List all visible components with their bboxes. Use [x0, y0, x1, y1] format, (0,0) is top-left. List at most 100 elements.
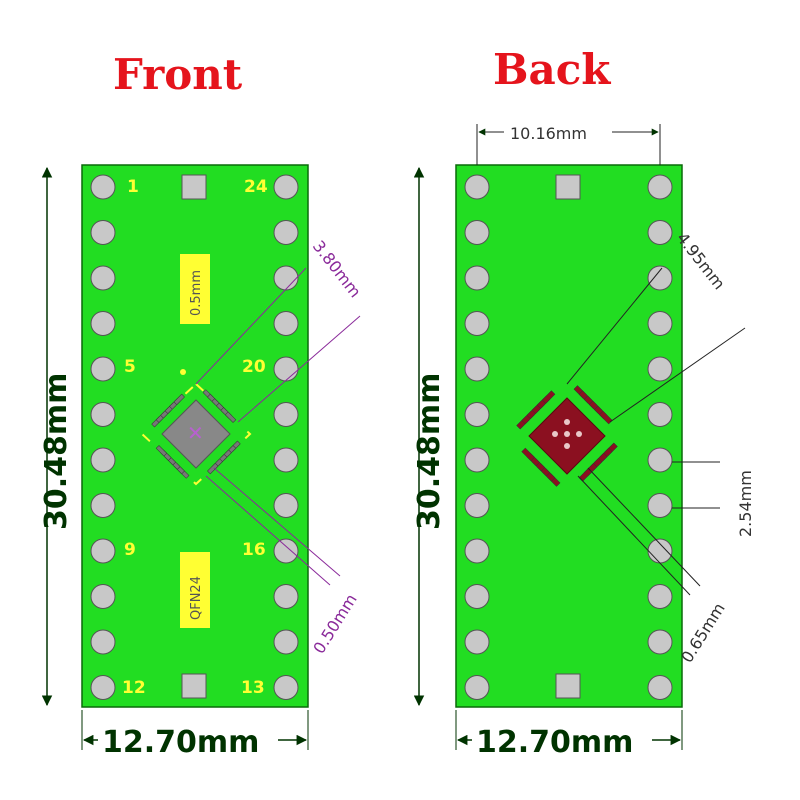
- back-qfn-pad: [521, 447, 535, 462]
- back-via: [564, 431, 570, 437]
- pin-label-24: 24: [244, 177, 268, 197]
- front-qfn-pad: [173, 393, 185, 406]
- front-pad-right: [273, 584, 299, 609]
- back-pad-left: [464, 538, 490, 564]
- back-mount-pad-bottom: [555, 673, 581, 699]
- back-dim-width: 12.70mm: [476, 725, 633, 760]
- back-pad-left: [464, 356, 490, 382]
- back-pad-right: [647, 447, 673, 473]
- back-qfn-pads: [516, 385, 618, 487]
- center-x-mark: ✕: [187, 421, 204, 445]
- pin-label-9: 9: [124, 540, 136, 560]
- front-pad-right: [273, 629, 299, 655]
- front-board: 1 24 5 20 9 16 12 13 0.5mm QFN24 ✕ 3.80m…: [81, 164, 365, 708]
- back-top-label-bg: [504, 122, 612, 142]
- front-pad-left: [90, 311, 116, 336]
- pin-label-1: 1: [127, 177, 139, 197]
- front-leader-2: [237, 315, 361, 423]
- back-pad-left: [464, 174, 490, 200]
- silkscreen-outline: [140, 382, 252, 486]
- front-pads-left: [90, 174, 116, 700]
- front-pad-left: [90, 538, 116, 564]
- pin1-dot: [180, 369, 186, 375]
- back-pad-right: [647, 174, 673, 200]
- front-dim-pad-span: 3.80mm: [309, 237, 365, 301]
- back-pad-right: [647, 584, 673, 609]
- back-leader-2: [609, 327, 746, 423]
- back-pads-left: [464, 174, 490, 700]
- front-pad-right: [273, 356, 299, 382]
- back-pad-left: [464, 584, 490, 609]
- front-qfn-pad: [155, 445, 168, 457]
- back-pad-left: [464, 629, 490, 655]
- back-width-label-bg: [472, 724, 652, 756]
- back-pad-right: [647, 356, 673, 382]
- front-pad-left: [90, 356, 116, 382]
- back-board: 4.95mm 2.54mm 0.65mm: [455, 164, 755, 708]
- back-pad-right: [647, 538, 673, 564]
- pitch-label: 0.5mm: [189, 270, 204, 316]
- back-dim-height: 30.48mm: [412, 373, 447, 530]
- front-pad-left: [90, 402, 116, 427]
- front-dim-width: 12.70mm: [102, 725, 259, 760]
- front-pad-right: [273, 402, 299, 427]
- back-pad-left: [464, 447, 490, 473]
- front-title: Front: [113, 50, 243, 99]
- front-qfn-pad: [207, 462, 219, 475]
- front-leader-3: [205, 475, 331, 586]
- back-pad-right: [647, 220, 673, 245]
- package-label: QFN24: [189, 576, 204, 620]
- front-leader-4: [213, 467, 341, 577]
- back-via: [576, 431, 582, 437]
- front-mount-pad-top: [181, 174, 207, 200]
- back-qfn-footprint: [516, 385, 618, 487]
- front-dim-pad-pitch: 0.50mm: [309, 590, 361, 657]
- pin-label-5: 5: [124, 357, 136, 377]
- front-pad-left: [90, 265, 116, 291]
- front-pad-left: [90, 675, 116, 700]
- front-pad-right: [273, 493, 299, 518]
- pin-label-13: 13: [241, 678, 265, 698]
- front-pad-right: [273, 265, 299, 291]
- package-label-box: [180, 552, 210, 628]
- back-pad-left: [464, 265, 490, 291]
- back-pad-right: [647, 265, 673, 291]
- back-dim-pin-pitch: 2.54mm: [736, 470, 755, 537]
- back-via: [564, 419, 570, 425]
- back-pad-right: [647, 629, 673, 655]
- back-title: Back: [493, 45, 611, 94]
- front-pad-left: [90, 174, 116, 200]
- pitch-label-box: [180, 254, 210, 324]
- front-qfn-pad: [224, 411, 237, 423]
- back-pad-left: [464, 311, 490, 336]
- front-pad-right: [273, 174, 299, 200]
- pin-label-16: 16: [242, 540, 266, 560]
- back-via: [552, 431, 558, 437]
- back-pad-left: [464, 493, 490, 518]
- front-pad-left: [90, 629, 116, 655]
- back-dim-pad-pitch: 0.65mm: [677, 599, 729, 666]
- front-pad-left: [90, 220, 116, 245]
- front-pad-right: [273, 447, 299, 473]
- front-qfn-pads: [151, 389, 241, 479]
- back-pad-right: [647, 402, 673, 427]
- back-mount-pad-top: [555, 174, 581, 200]
- front-pad-right: [273, 675, 299, 700]
- front-qfn-footprint: ✕: [140, 369, 252, 486]
- back-via: [564, 443, 570, 449]
- front-qfn-pad-area: [161, 399, 231, 469]
- front-pad-right: [273, 538, 299, 564]
- back-leader-4: [587, 467, 701, 587]
- front-width-label-bg: [98, 724, 278, 756]
- front-pad-right: [273, 220, 299, 245]
- front-pad-left: [90, 447, 116, 473]
- front-pads-right: [273, 174, 299, 700]
- back-dim-row-spacing: 10.16mm: [510, 124, 587, 143]
- pin-label-20: 20: [242, 357, 266, 377]
- front-leader-1: [195, 267, 307, 385]
- back-qfn-pad: [541, 390, 556, 404]
- front-dim-height: 30.48mm: [39, 373, 74, 530]
- back-pad-right: [647, 493, 673, 518]
- back-pad-left: [464, 220, 490, 245]
